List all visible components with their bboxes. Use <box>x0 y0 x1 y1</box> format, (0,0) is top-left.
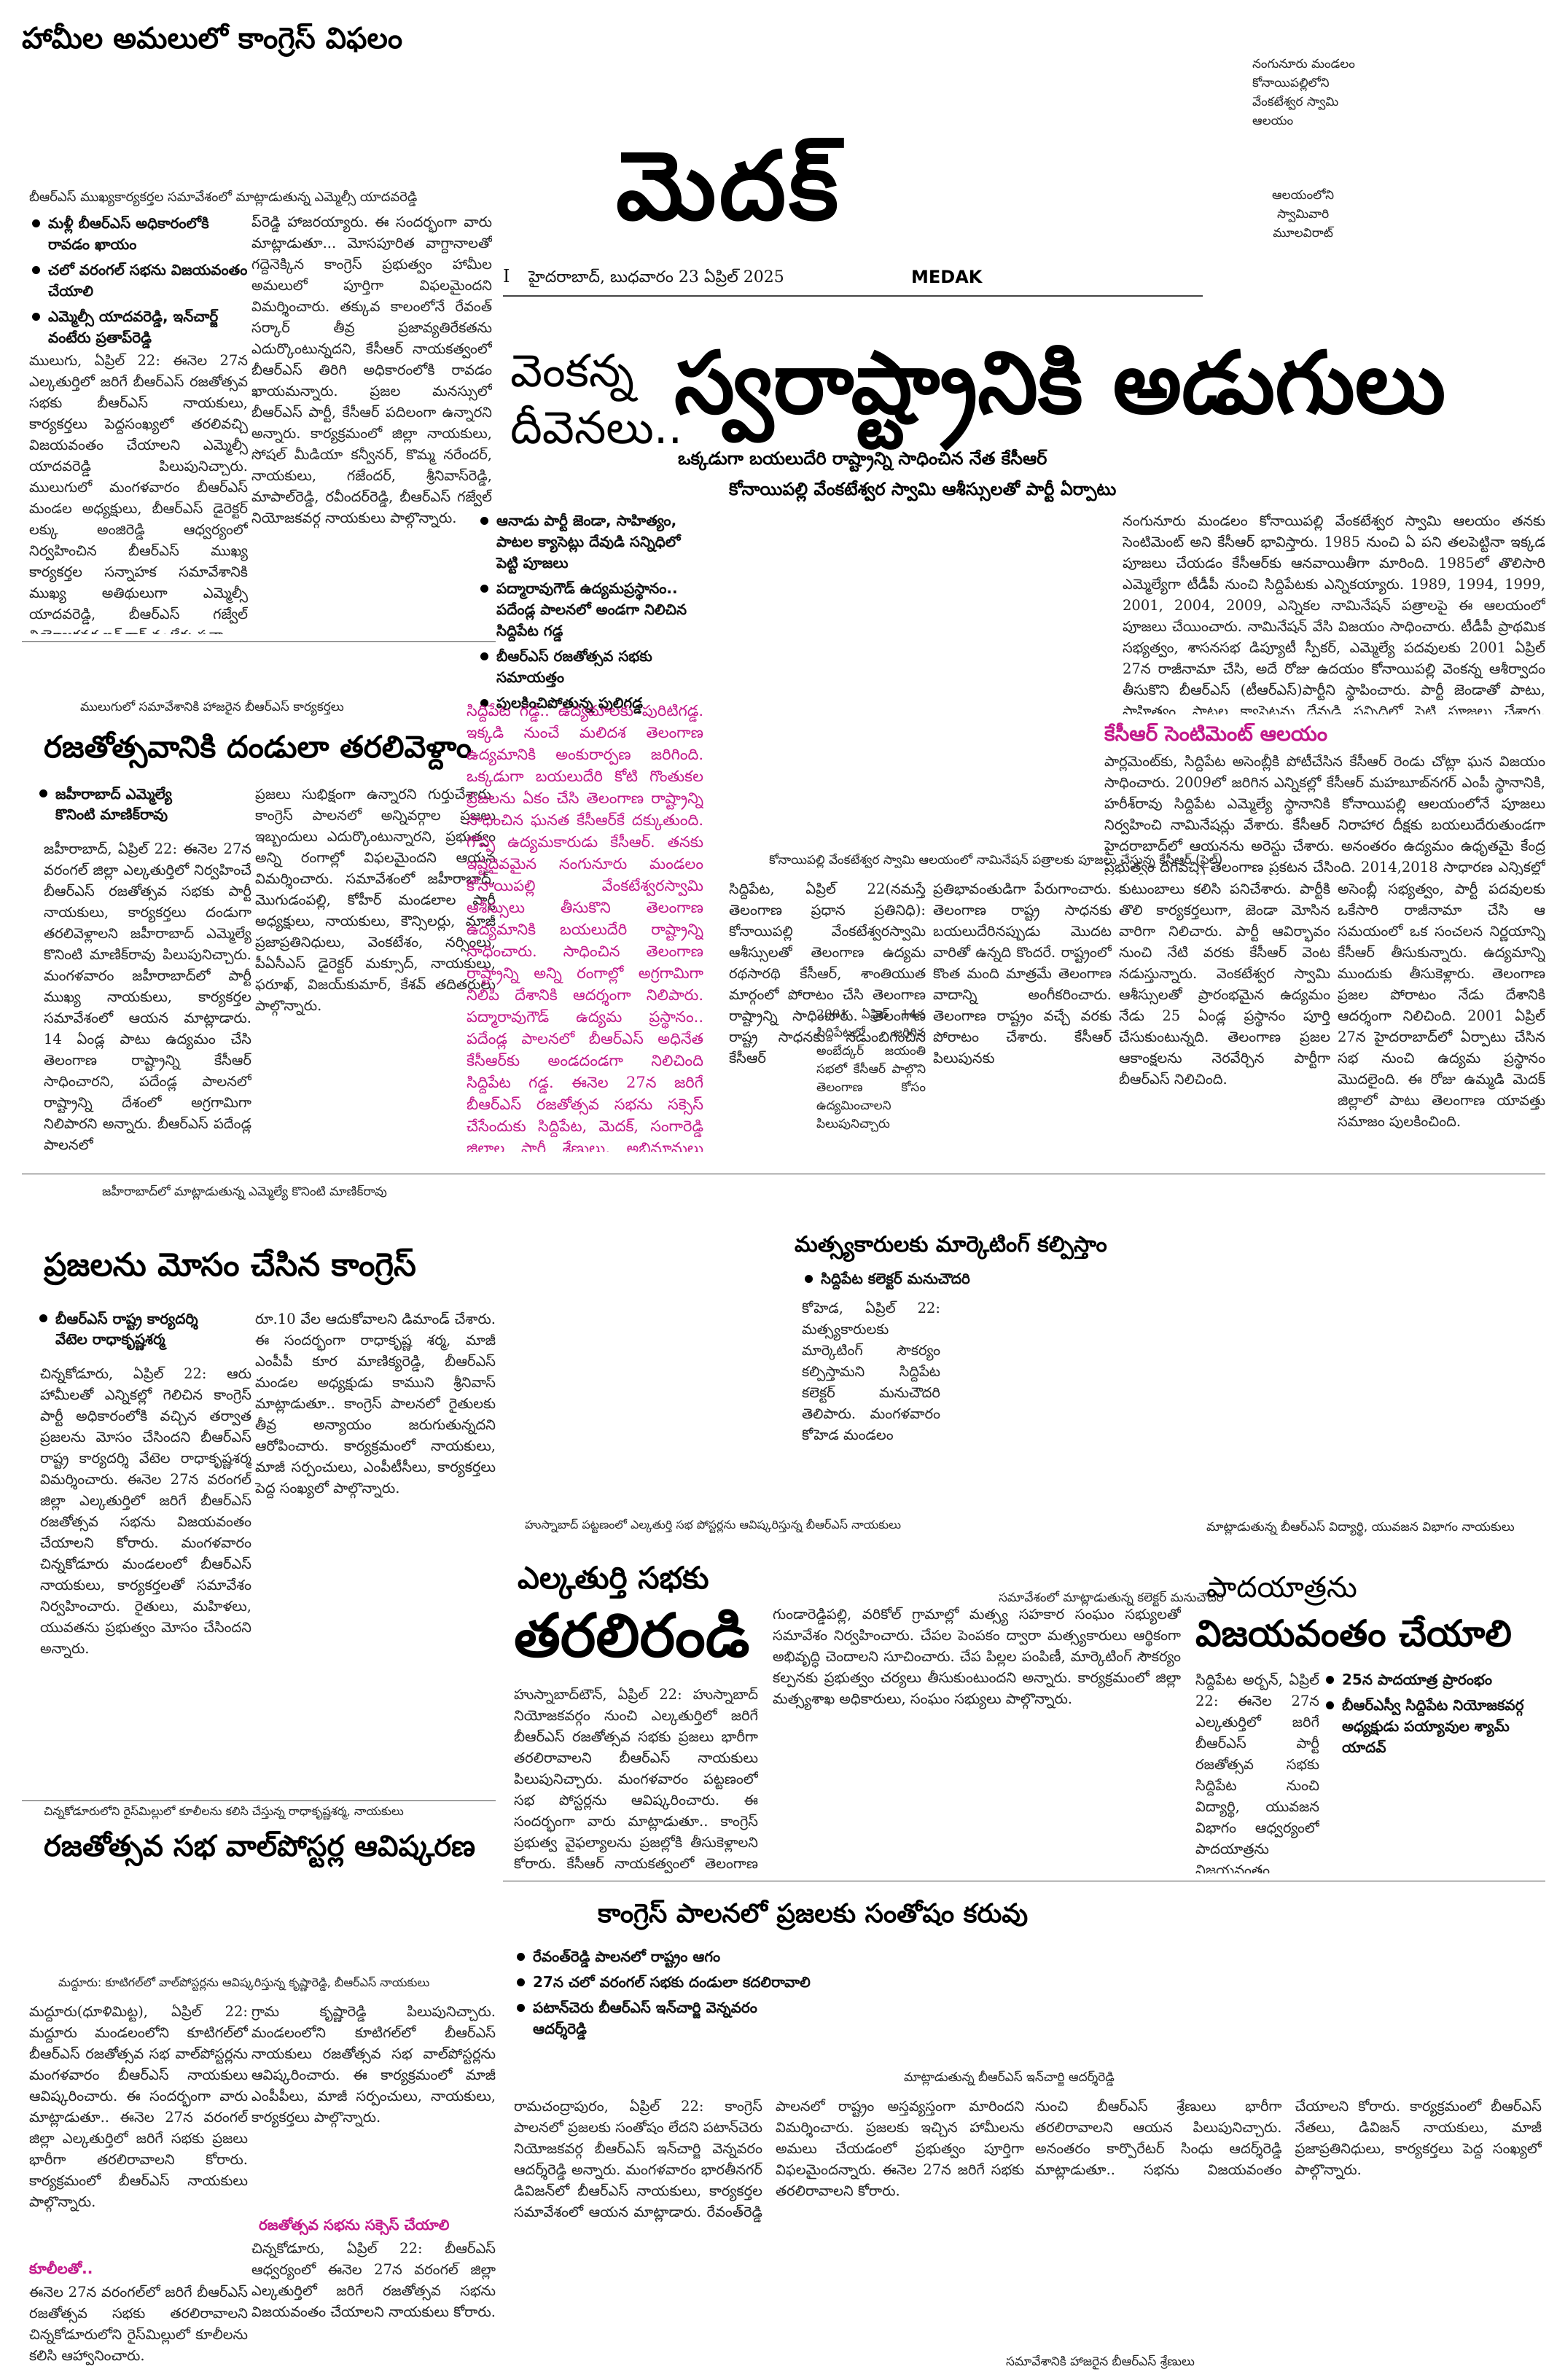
page-mark: I <box>503 266 510 286</box>
ricemill-photo-caption: చిన్నకోడూరులోని రైస్‌మిల్లులో కూలీలను కల… <box>44 1804 404 1818</box>
headline-congress-failure: హామీల అమలులో కాంగ్రెస్ విఫలం <box>22 22 403 55</box>
elkathurthi-kicker: ఎల్కతుర్తి సభకు <box>518 1560 709 1596</box>
adarsh-reddy-photo <box>816 1932 1545 2070</box>
idol-photo-caption: ఆలయంలోని స్వామివారి మూలవిరాట్ <box>1272 186 1334 243</box>
bullet-item: పద్మారావుగౌడ్ ఉద్యమప్రస్థానం.. పదేండ్ల ప… <box>477 578 696 641</box>
main-body-right-top: నంగునూరు మండలం కోనాయిపల్లి వేంకటేశ్వర స్… <box>1123 512 1545 714</box>
dandula-body-right: ప్రజలు సుభిక్షంగా ఉన్నారని గుర్తుచేశారు.… <box>255 786 496 1014</box>
wallposter-photo <box>44 1873 496 1968</box>
idol-caption-line: స్వామివారి <box>1276 207 1330 222</box>
fishermen-bullets: సిద్దిపేట కలెక్టర్ మనుచౌదరి <box>802 1268 1093 1294</box>
temple-caption-line: వేంకటేశ్వర స్వామి <box>1252 95 1339 109</box>
main-kicker: వెంకన్న దీవెనలు.. <box>510 343 682 456</box>
subhead-sabha-success: రజతోత్సవ సభను సక్సెస్ చేయాలి <box>259 2216 450 2233</box>
wallposter-photo-caption: మద్దూరు: కూటిగల్‌లో వాల్‌పోస్టర్లను ఆవిష… <box>58 1975 430 1989</box>
praja-mosam-body-right: రూ.10 వేల ఆదుకోవాలని డిమాండ్ చేశారు. ఈ స… <box>255 1311 496 1497</box>
main-subhead-1: ఒక్కడుగా బయలుదేరి రాష్ట్రాన్ని సాధించిన … <box>678 448 1047 469</box>
kcr-sentiment-subhead: కేసీఆర్ సెంటిమెంట్ ఆలయం <box>1104 722 1328 746</box>
main-body-col-a: సిద్దిపేట, ఏప్రిల్ 22(నమస్తే తెలంగాణ ప్ర… <box>729 881 926 1066</box>
temple-photo-drawing <box>969 22 1188 175</box>
headline-tharalirandi: తరలిరండి <box>514 1601 750 1671</box>
bullet-item: రేవంత్‌రెడ్డి పాలనలో రాష్ట్రం ఆగం <box>514 1946 813 1967</box>
main-subhead-2: కోనాయిపల్లి వేంకటేశ్వర స్వామి ఆశీస్సులతో… <box>729 479 1117 499</box>
wallposter-body-left2: ఈనెల 27న వరంగల్‌లో జరిగే బీఆర్ఎస్ రజతోత్… <box>29 2284 248 2364</box>
temple-caption-line: నంగునూరు మండలం <box>1252 57 1355 71</box>
temple-caption-line: కోనాయిపల్లిలోని <box>1252 76 1330 90</box>
wallposter-body-left: మద్దూరు(ధూళిమిట్ట), ఏప్రిల్ 22: మద్దూరు … <box>29 2003 248 2210</box>
congress-failure-bullets: మళ్లీ బీఆర్ఎస్ అధికారంలోకి రావడం ఖాయం చల… <box>29 213 248 353</box>
byline-line: బీఆర్ఎస్ రాష్ట్ర కార్యదర్శి <box>36 1308 198 1329</box>
congress-rule-body-left: రామచంద్రాపురం, ఏప్రిల్ 22: కాంగ్రెస్ పాల… <box>514 2098 1024 2220</box>
kcr-nomination-photo <box>718 518 1104 838</box>
main-body-right-mid: పార్లమెంట్‌కు, సిద్దిపేట అసెంబ్లీకి పోటీ… <box>1104 753 1545 875</box>
praja-mosam-body-left: చిన్నకోడూరు, ఏప్రిల్ 22: ఆరు హామీలతో ఎన్… <box>40 1365 251 1657</box>
husnabad-photo <box>510 1254 758 1516</box>
main-headline: స్వరాష్ట్రానికి అడుగులు <box>674 332 1446 433</box>
dateline: హైదరాబాద్, బుధవారం 23 ఏప్రిల్ 2025 <box>528 268 784 286</box>
temple-photo <box>969 22 1188 175</box>
bullet-item: పటాన్‌చెరు బీఆర్ఎస్ ఇన్‌చార్జి వెన్నవరం … <box>514 1997 813 2040</box>
mulugu-photo-caption: ములుగులో సమావేశానికి హాజరైన బీఆర్ఎస్ కార… <box>80 700 344 714</box>
congress-rule-body-right: నుంచి బీఆర్ఎస్ శ్రేణులు భారీగా తరలిరావాల… <box>1035 2098 1542 2178</box>
headline-padayatra: విజయవంతం చేయాలి <box>1195 1612 1512 1655</box>
zaheerabad-photo-caption: జహీరాబాద్‌లో మాట్లాడుతున్న ఎమ్మెల్యే కొన… <box>102 1185 387 1199</box>
collector-photo-caption: సమావేశంలో మాట్లాడుతున్న కలెక్టర్ మనుచౌదర… <box>999 1591 1224 1605</box>
bullet-item: సిద్దిపేట కలెక్టర్ మనుచౌదరి <box>802 1268 1093 1290</box>
masthead-title: మెదక్ <box>616 130 842 241</box>
temple-caption-line: ఆలయం <box>1252 114 1294 128</box>
idol-caption-line: ఆలయంలోని <box>1272 188 1335 203</box>
wallposter-body-mid: గ్రామ కృష్ణారెడ్డి పిలుపునిచ్చారు. మండలం… <box>251 2003 496 2126</box>
meeting-photo-caption: బీఆర్ఎస్ ముఖ్యకార్యకర్తల సమావేశంలో మాట్ల… <box>29 190 418 205</box>
bullet-item: 25న పాదయాత్ర ప్రారంభం <box>1323 1669 1542 1690</box>
temple-photo-caption: నంగునూరు మండలం కోనాయిపల్లిలోని వేంకటేశ్వ… <box>1252 55 1355 130</box>
byline-line: కొనింటి మాణిక్‌రావు <box>55 805 168 823</box>
kicker-line: దీవెనలు.. <box>510 401 683 454</box>
adarsh-reddy-photo-caption: మాట్లాడుతున్న బీఆర్ఎస్ ఇన్‌చార్జి ఆదర్శ్… <box>904 2070 1115 2085</box>
kicker-line: వెంకన్న <box>510 344 634 397</box>
bullet-item: ఆనాడు పార్టీ జెండా, సాహిత్యం, పాటల క్యాస… <box>477 510 696 574</box>
main-body-col-c: కుటుంబాలు కలిసి పనిచేశారు. పార్టీకి తొలి… <box>1119 881 1330 1088</box>
wallposter-body-mid2: చిన్నకోడూరు, ఏప్రిల్ 22: బీఆర్ఎస్ ఆధ్వర్… <box>251 2240 496 2320</box>
bullet-item: మళ్లీ బీఆర్ఎస్ అధికారంలోకి రావడం ఖాయం <box>29 213 248 255</box>
husnabad-photo-caption: హుస్నాబాద్ పట్టణంలో ఎల్కతుర్తి సభ పోస్టర… <box>525 1518 902 1532</box>
bullet-item: పులకించిపోతున్న పులిగడ్డ <box>477 692 696 714</box>
headline-wallposter: రజతోత్సవ సభ వాల్‌పోస్టర్ల ఆవిష్కరణ <box>44 1830 476 1863</box>
padayatra-body: సిద్దిపేట అర్బన్, ఏప్రిల్ 22: ఈనెల 27న ఎ… <box>1195 1671 1319 1873</box>
headline-congress-rule: కాంగ్రెస్ పాలనలో ప్రజలకు సంతోషం కరువు <box>598 1899 1029 1929</box>
bullet-item: బీఆర్ఎస్వీ సిద్దిపేట నియోజకవర్గ అధ్యక్షు… <box>1323 1695 1542 1758</box>
headline-dandula: రజతోత్సవానికి దండులా తరలివెళ్దాం <box>44 729 472 765</box>
padayatra-bullets: 25న పాదయాత్ర ప్రారంభం బీఆర్ఎస్వీ సిద్దిప… <box>1323 1669 1542 1763</box>
main-bullets: ఆనాడు పార్టీ జెండా, సాహిత్యం, పాటల క్యాస… <box>477 510 696 718</box>
dandula-body-left: జహీరాబాద్, ఏప్రిల్ 22: ఈనెల 27న వరంగల్ జ… <box>44 840 251 1153</box>
dandula-byline: జహీరాబాద్ ఎమ్మెల్యే కొనింటి మాణిక్‌రావు <box>36 784 172 824</box>
bullet-item: బీఆర్ఎస్ రజతోత్సవ సభకు సమాయత్తం <box>477 646 696 688</box>
collector-photo <box>948 1298 1370 1589</box>
main-body-col-b: ప్రతిభావంతుడిగా పేరుగాంచారు. తెలంగాణ రాష… <box>933 881 1112 1066</box>
headline-fishermen: మత్స్యకారులకు మార్కెటింగ్ కల్పిస్తాం <box>795 1232 1107 1257</box>
congress-rule-bullets: రేవంత్‌రెడ్డి పాలనలో రాష్ట్రం ఆగం 27న చల… <box>514 1946 813 2044</box>
praja-mosam-byline: బీఆర్ఎస్ రాష్ట్ర కార్యదర్శి వేటెల రాధాకృ… <box>36 1308 198 1349</box>
kcr-nomination-photo-caption: కోనాయిపల్లి వేంకటేశ్వర స్వామి ఆలయంలో నామ… <box>769 853 1223 867</box>
main-ambedkar-note: 2001 ఏప్రిల్ 14న సిద్దిపేటలో జరిగిన అంబే… <box>816 1007 926 1131</box>
byline-line: జహీరాబాద్ ఎమ్మెల్యే <box>36 784 172 804</box>
fishermen-body-bottom: గుండారెడ్డిపల్లి, వరికోల్ గ్రామాల్లో మత్… <box>773 1606 1181 1707</box>
brs-cadre-photo-caption: సమావేశానికి హాజరైన బీఆర్ఎస్ శ్రేణులు <box>1006 2354 1195 2369</box>
padayatra-kicker: పాదయాత్రను <box>1206 1571 1357 1604</box>
congress-failure-body-left: ములుగు, ఏప్రిల్ 22: ఈనెల 27న ఎల్కతుర్తిల… <box>29 352 248 634</box>
bullet-item: 27న చలో వరంగల్ సభకు దండులా కదలిరావాలి <box>514 1972 813 1993</box>
elkathurthi-body: హుస్నాబాద్‌టౌన్, ఏప్రిల్ 22: హుస్నాబాద్ … <box>514 1686 758 1872</box>
mulugu-photo <box>29 649 496 650</box>
subhead-coolies: కూలీలతో.. <box>29 2260 93 2277</box>
student-wing-photo-caption: మాట్లాడుతున్న బీఆర్ఎస్ విద్యార్థి, యువజన… <box>1206 1520 1515 1534</box>
idol-caption-line: మూలవిరాట్ <box>1273 226 1333 241</box>
byline-line: వేటెల రాధాకృష్ణశర్మ <box>55 1330 165 1348</box>
bullet-item: చలో వరంగల్ సభను విజయవంతం చేయాలి <box>29 260 248 302</box>
headline-praja-mosam: ప్రజలను మోసం చేసిన కాంగ్రెస్ <box>44 1246 416 1284</box>
main-highlight-box: సిద్దిపేట గడ్డ.. ఉద్యమాలకు పురిటిగడ్డ. ఇ… <box>467 702 703 1152</box>
edition-label: MEDAK <box>911 267 983 287</box>
main-body-col-d: అసెంబ్లీ సభ్యత్వం, పార్టీ పదవులకు ఒకేసార… <box>1338 881 1545 1130</box>
bullet-item: ఎమ్మెల్సీ యాదవరెడ్డి, ఇన్‌చార్జ్ వంటేరు … <box>29 306 248 348</box>
fishermen-body-left: కోహెడ, ఏప్రిల్ 22: మత్స్యకారులకు మార్కెట… <box>802 1300 940 1443</box>
congress-failure-body-right: ప్‌రెడ్డి హాజరయ్యారు. ఈ సందర్భంగా వారు మ… <box>251 214 492 526</box>
